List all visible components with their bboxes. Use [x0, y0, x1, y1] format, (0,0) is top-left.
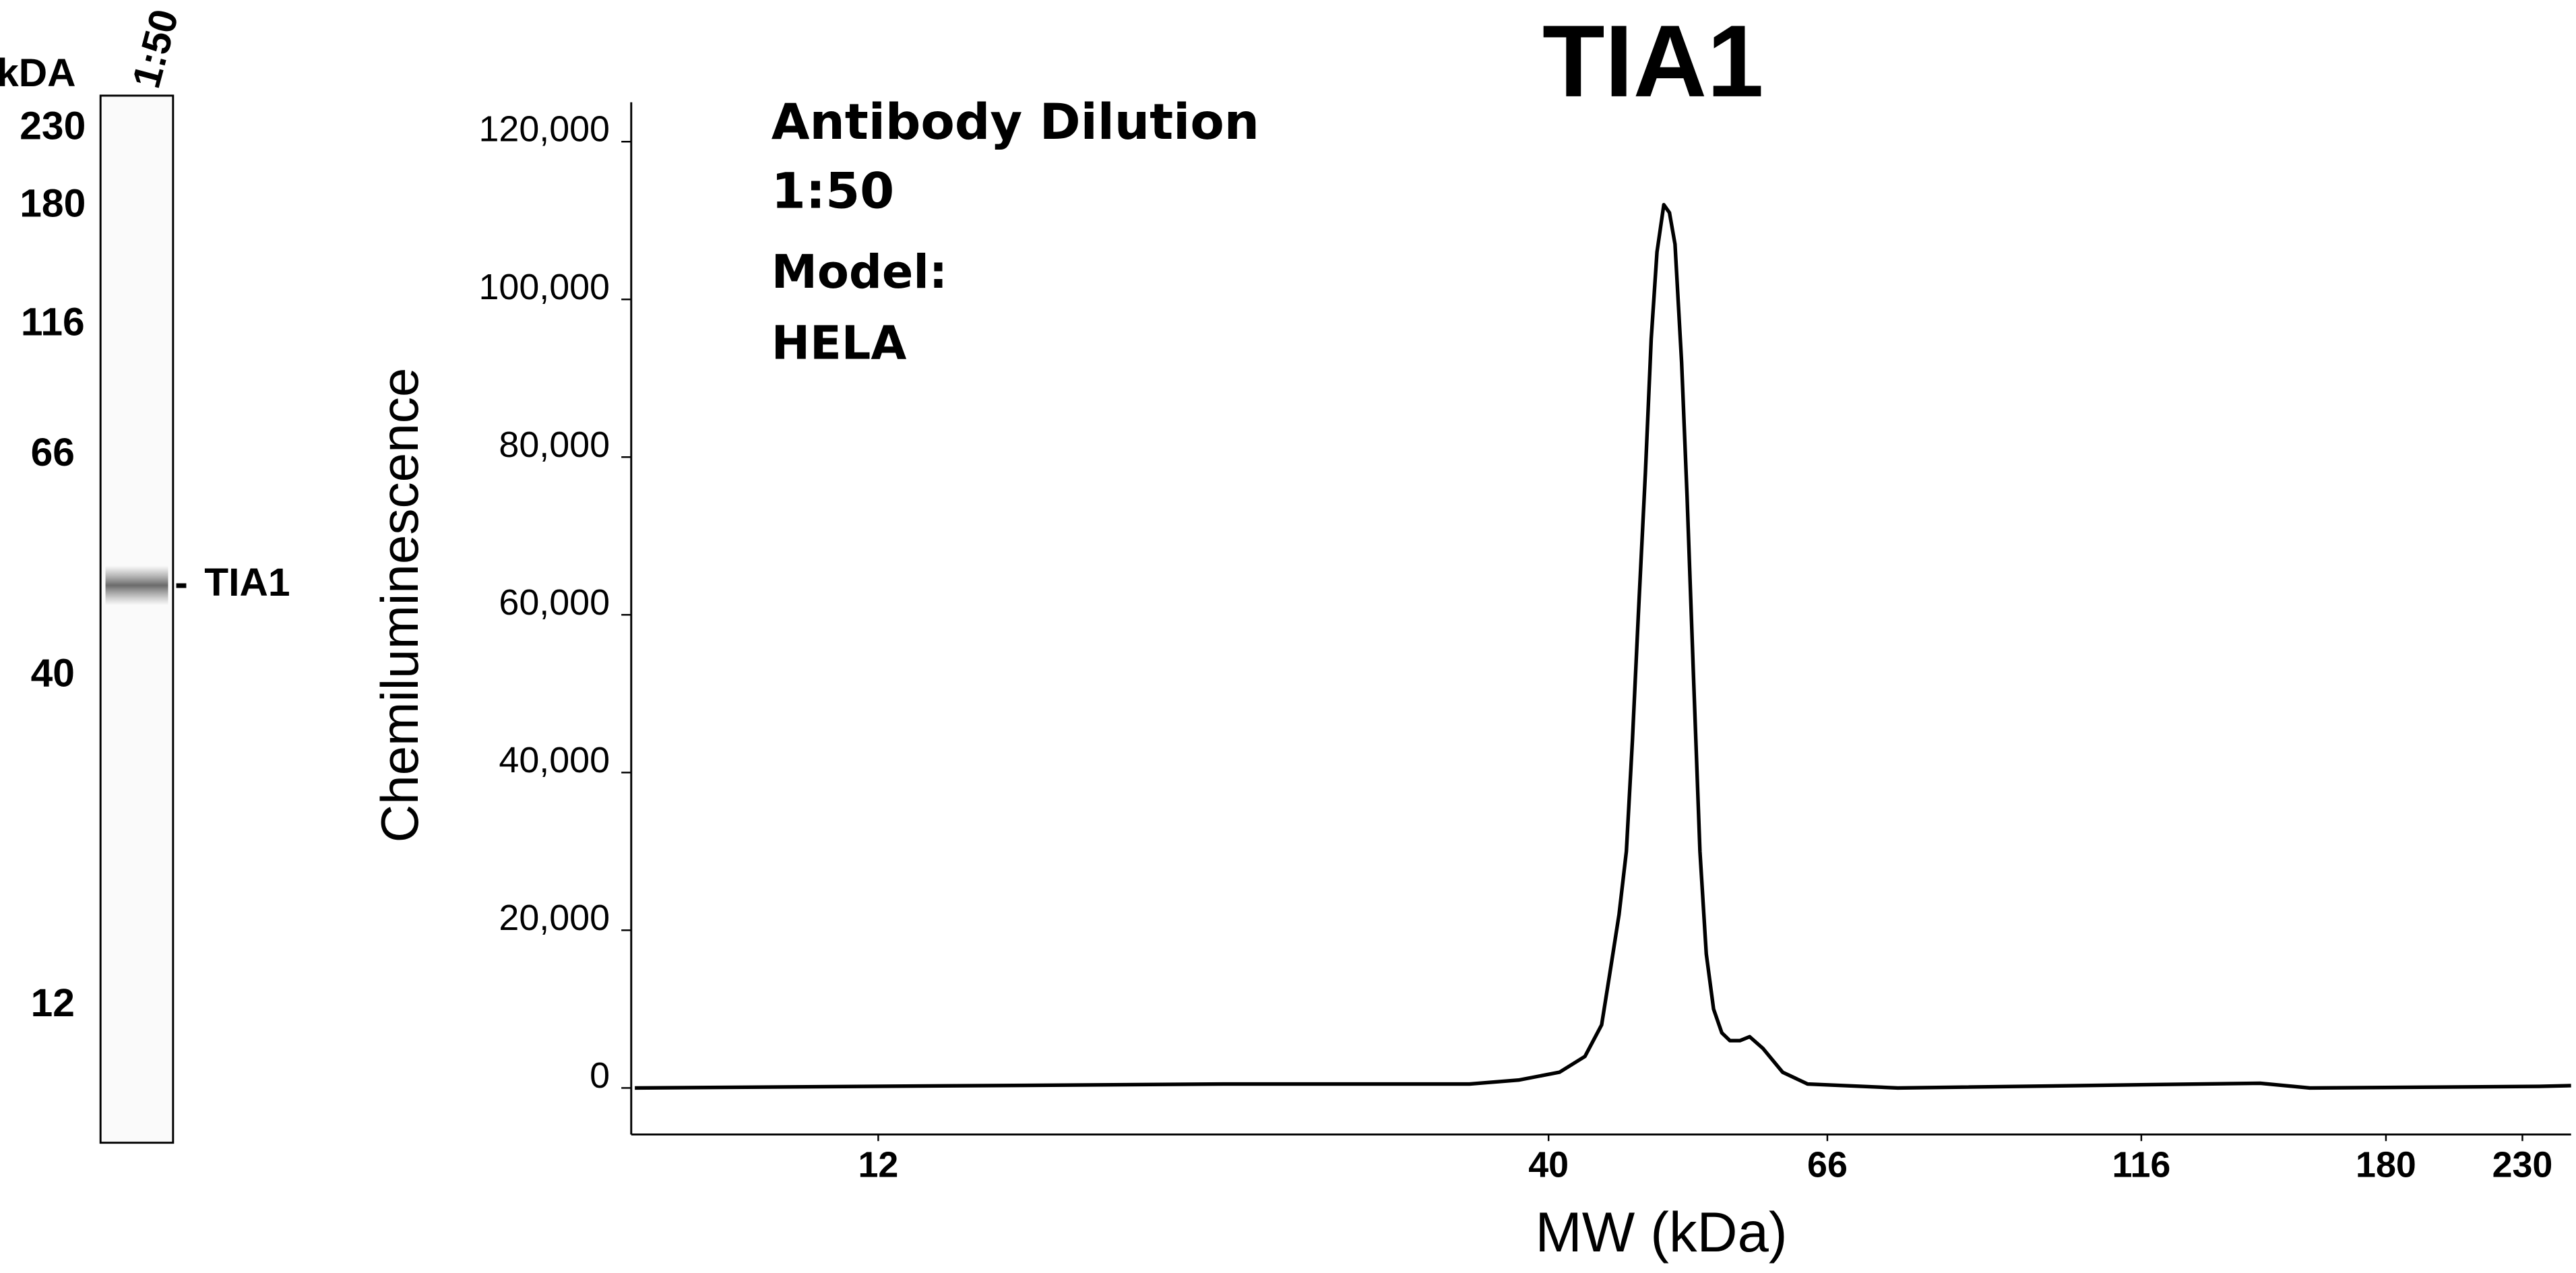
annotation: HELA — [772, 316, 907, 370]
band-dash: - — [175, 561, 188, 604]
annotation: 1:50 — [772, 163, 894, 220]
x-axis-label: MW (kDa) — [1535, 1201, 1787, 1264]
lane — [99, 94, 175, 1144]
x-tick-label: 230 — [2492, 1145, 2553, 1185]
x-tick-label: 66 — [1807, 1145, 1848, 1185]
y-tick-label: 60,000 — [499, 582, 610, 623]
y-tick-label: 120,000 — [479, 109, 610, 150]
y-tick-label: 80,000 — [499, 425, 610, 465]
marker-label: 40 — [31, 652, 75, 695]
x-tick-label: 12 — [858, 1145, 898, 1185]
x-tick-label: 180 — [2356, 1145, 2416, 1185]
marker-label: 180 — [20, 181, 86, 225]
band — [105, 565, 168, 606]
marker-label: 12 — [31, 981, 75, 1025]
marker-label: 230 — [20, 104, 86, 148]
band-label: TIA1 — [204, 561, 290, 604]
annotation: Model: — [772, 245, 947, 299]
y-tick-label: 20,000 — [499, 898, 610, 938]
marker-label: 116 — [21, 301, 85, 344]
x-tick-label: 116 — [2112, 1145, 2171, 1185]
y-axis-label: Chemiluminescence — [370, 368, 429, 843]
x-tick-label: 40 — [1528, 1145, 1569, 1185]
y-tick-label: 0 — [590, 1055, 610, 1096]
y-tick-label: 40,000 — [499, 740, 610, 780]
marker-label: 66 — [31, 431, 75, 474]
chart-title: TIA1 — [1542, 5, 1764, 119]
lane-markers: 230 180 116 66 40 12 — [20, 104, 86, 1025]
lane-units: kDA — [0, 51, 76, 95]
data-line — [635, 203, 2571, 1090]
annotation: Antibody Dilution — [772, 94, 1259, 151]
lane-sample: 1:50 — [124, 5, 187, 92]
y-tick-label: 100,000 — [479, 267, 610, 307]
